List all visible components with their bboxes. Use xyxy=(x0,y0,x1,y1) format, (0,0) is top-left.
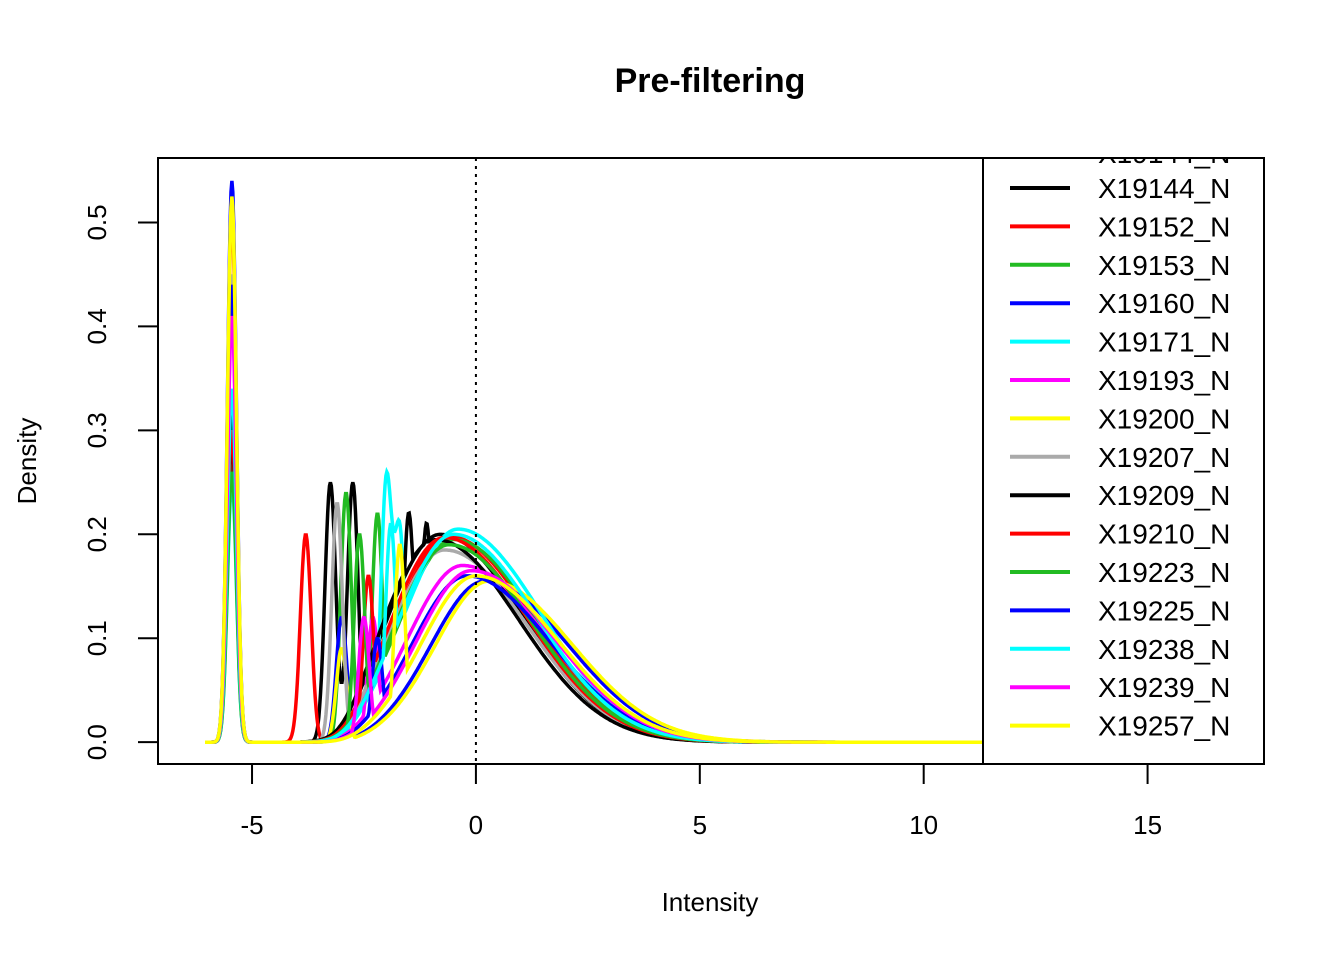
y-tick-label: 0.3 xyxy=(82,412,112,448)
x-tick-label: -5 xyxy=(240,810,263,840)
y-tick-label: 0.1 xyxy=(82,620,112,656)
density-curve-X19223_N xyxy=(205,471,986,744)
y-tick-label: 0.0 xyxy=(82,724,112,760)
legend-box xyxy=(982,157,1265,765)
x-tick-label: 0 xyxy=(469,810,483,840)
legend-label: X19257_N xyxy=(1098,711,1230,742)
legend-label: X19171_N xyxy=(1098,327,1230,358)
x-axis-label: Intensity xyxy=(662,887,759,917)
y-tick-label: 0.5 xyxy=(82,204,112,240)
y-axis-label: Density xyxy=(12,418,42,505)
x-axis: -5 0 5 10 15 xyxy=(240,763,1162,840)
legend-label: X19152_N xyxy=(1098,211,1230,242)
legend-label: X19207_N xyxy=(1098,442,1230,473)
legend-label: X19144_N xyxy=(1098,173,1230,204)
legend-label: X19223_N xyxy=(1098,557,1230,588)
legend-label: X19238_N xyxy=(1098,634,1230,665)
density-curve-X19257_N xyxy=(205,201,986,744)
density-curves xyxy=(205,180,986,744)
legend-partial-label: X19144_N xyxy=(1098,138,1230,169)
y-tick-label: 0.4 xyxy=(82,308,112,344)
legend-label: X19193_N xyxy=(1098,365,1230,396)
x-tick-label: 15 xyxy=(1133,810,1162,840)
y-tick-label: 0.2 xyxy=(82,516,112,552)
legend-label: X19153_N xyxy=(1098,250,1230,281)
x-tick-label: 10 xyxy=(909,810,938,840)
chart-title: Pre-filtering xyxy=(615,62,806,100)
legend-label: X19160_N xyxy=(1098,288,1230,319)
legend-label: X19225_N xyxy=(1098,595,1230,626)
y-axis: 0.0 0.1 0.2 0.3 0.4 0.5 xyxy=(82,204,159,760)
legend-label: X19239_N xyxy=(1098,672,1230,703)
legend-label: X19200_N xyxy=(1098,403,1230,434)
x-tick-label: 5 xyxy=(693,810,707,840)
legend-label: X19210_N xyxy=(1098,519,1230,550)
legend: X19144_N X19144_N X19152_N X19153_N X19160_N… xyxy=(982,138,1265,765)
legend-label: X19209_N xyxy=(1098,480,1230,511)
